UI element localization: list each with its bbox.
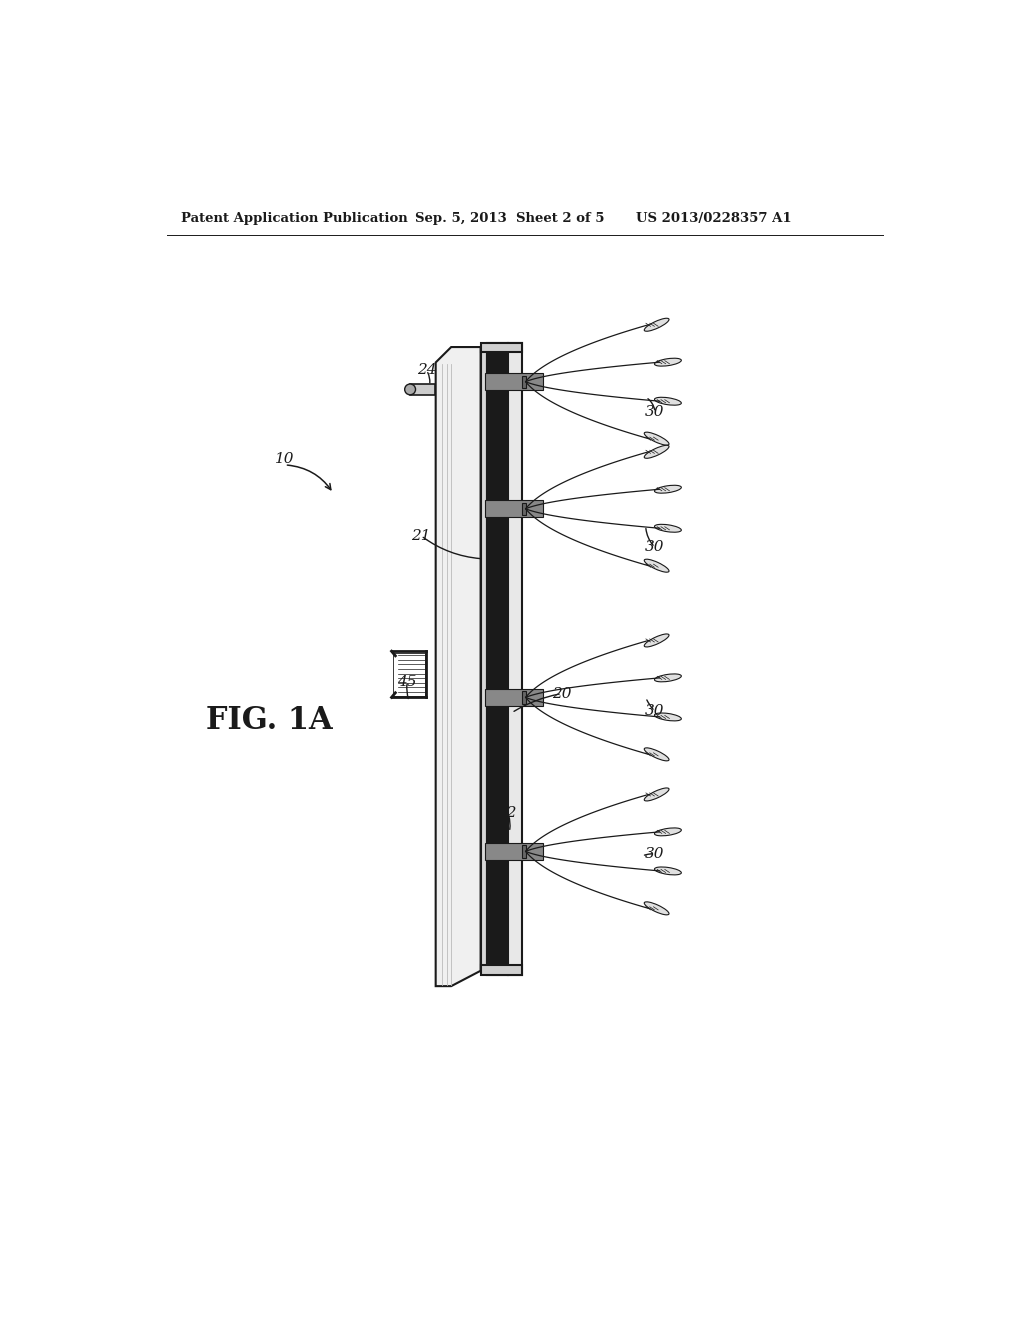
Bar	[521, 845, 525, 858]
Bar	[393, 653, 425, 696]
Circle shape	[404, 384, 416, 395]
Text: FIG. 1A: FIG. 1A	[206, 705, 333, 737]
Text: 32: 32	[498, 807, 517, 820]
Ellipse shape	[644, 634, 669, 647]
Text: 30: 30	[645, 705, 665, 718]
Text: 30: 30	[645, 846, 665, 861]
Bar	[485, 374, 543, 391]
Text: 30: 30	[645, 540, 665, 554]
Ellipse shape	[644, 445, 669, 458]
Ellipse shape	[654, 486, 681, 494]
Bar	[485, 689, 543, 706]
Ellipse shape	[654, 524, 681, 532]
Ellipse shape	[654, 867, 681, 875]
Bar	[521, 376, 525, 388]
Text: 30: 30	[645, 405, 665, 420]
Text: Sheet 2 of 5: Sheet 2 of 5	[515, 213, 604, 224]
Ellipse shape	[644, 432, 669, 445]
Ellipse shape	[654, 397, 681, 405]
Bar	[410, 384, 435, 395]
Ellipse shape	[644, 902, 669, 915]
Bar	[521, 503, 525, 515]
Bar	[485, 843, 543, 859]
Polygon shape	[480, 347, 486, 970]
Ellipse shape	[644, 788, 669, 801]
Text: 45: 45	[397, 675, 417, 689]
Text: 20: 20	[552, 686, 571, 701]
Bar	[521, 692, 525, 704]
Polygon shape	[486, 343, 508, 974]
Ellipse shape	[654, 713, 681, 721]
Text: Sep. 5, 2013: Sep. 5, 2013	[415, 213, 507, 224]
Text: Patent Application Publication: Patent Application Publication	[180, 213, 408, 224]
Bar	[485, 500, 543, 517]
Bar	[480, 965, 521, 974]
Text: 21: 21	[412, 529, 431, 543]
Bar	[480, 343, 521, 352]
Ellipse shape	[654, 675, 681, 682]
Ellipse shape	[654, 358, 681, 366]
Polygon shape	[508, 343, 521, 974]
Ellipse shape	[654, 828, 681, 836]
Ellipse shape	[644, 318, 669, 331]
Ellipse shape	[644, 748, 669, 760]
Text: 10: 10	[275, 451, 295, 466]
Polygon shape	[435, 347, 480, 986]
Text: US 2013/0228357 A1: US 2013/0228357 A1	[636, 213, 792, 224]
Text: 24: 24	[417, 363, 436, 378]
Ellipse shape	[644, 560, 669, 572]
